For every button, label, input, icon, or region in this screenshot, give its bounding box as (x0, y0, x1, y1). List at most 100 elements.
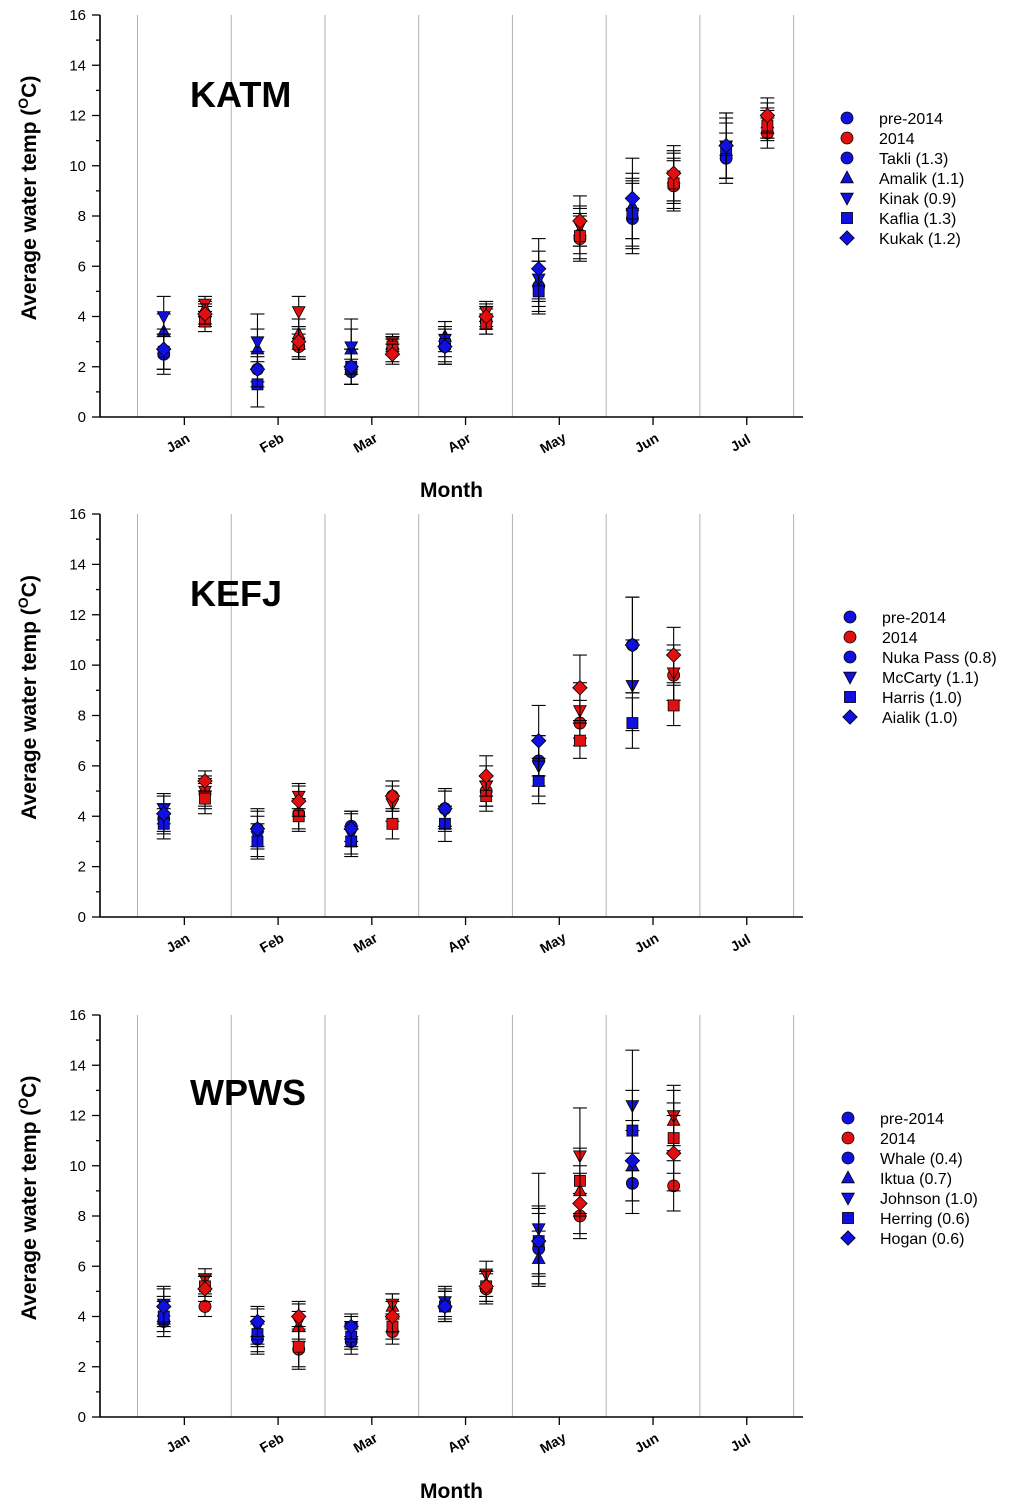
y-tick-label: 16 (69, 7, 86, 24)
data-point-hogan-pre2014 (624, 1152, 641, 1169)
data-point-kinak-pre2014 (250, 336, 265, 350)
data-point-hogan-y2014 (197, 1281, 213, 1297)
y-tick-label: 8 (78, 208, 86, 225)
x-tick-label: Jun (632, 1430, 662, 1456)
data-point-kukak-y2014 (759, 107, 776, 124)
legend-label: 2014 (882, 630, 918, 647)
x-axis-title: Month (420, 479, 483, 502)
y-tick-label: 6 (78, 258, 86, 275)
y-tick-label: 12 (69, 108, 86, 125)
data-point-hogan-y2014 (665, 1145, 682, 1161)
legend-marker (839, 230, 855, 246)
chart-panel-wpws: 0 2 4 6 8 10 12 14 16 Jan Feb Mar Apr May Jun Jul Averag… (15, 1007, 978, 1503)
legend-marker (840, 1230, 856, 1246)
data-point-kukak-pre2014 (343, 358, 359, 375)
legend-marker (841, 1111, 855, 1125)
legend-marker (842, 709, 858, 725)
legend-label: 2014 (879, 131, 915, 148)
y-axis-title: Average water temp (OC) (15, 575, 41, 820)
x-tick-label: May (537, 929, 569, 957)
legend-label: Herring (0.6) (880, 1211, 970, 1228)
legend-label: Amalik (1.1) (879, 171, 964, 188)
data-point-aialik-y2014 (478, 768, 494, 784)
legend-label: Nuka Pass (0.8) (882, 650, 997, 667)
data-point-harris-y2014 (199, 792, 211, 805)
legend-label: Iktua (0.7) (880, 1171, 952, 1188)
data-point-hogan-y2014 (384, 1308, 401, 1325)
data-point-hogan-pre2014 (343, 1318, 359, 1335)
legend-label: Aialik (1.0) (882, 710, 958, 727)
y-axis-title: Average water temp (OC) (15, 1076, 41, 1321)
y-tick-label: 10 (69, 1158, 86, 1175)
legend-label: Hogan (0.6) (880, 1231, 965, 1248)
legend-label: Johnson (1.0) (880, 1191, 978, 1208)
data-point-aialik-y2014 (572, 680, 588, 696)
x-tick-label: Jun (632, 930, 662, 956)
y-tick-label: 14 (69, 1057, 86, 1074)
legend-marker (843, 650, 857, 664)
data-point-kukak-pre2014 (624, 190, 641, 207)
x-axis-title: Month (420, 1480, 483, 1503)
legend-marker (841, 1151, 855, 1165)
x-tick-label: Jan (163, 930, 192, 956)
panel-title: KEFJ (190, 573, 282, 614)
data-point-harris-pre2014 (626, 717, 639, 729)
legend-label: Whale (0.4) (880, 1151, 963, 1168)
data-point-aialik-pre2014 (624, 637, 641, 653)
data-point-aialik-pre2014 (249, 821, 266, 837)
data-point-aialik-pre2014 (155, 805, 172, 822)
data-point-kukak-pre2014 (530, 260, 547, 277)
legend-label: Kaflia (1.3) (879, 211, 956, 228)
data-point-hogan-pre2014 (249, 1313, 266, 1330)
x-tick-label: Apr (445, 429, 474, 455)
data-point-hogan-y2014 (572, 1195, 588, 1212)
y-tick-label: 6 (78, 1258, 86, 1275)
y-tick-label: 8 (78, 1208, 86, 1225)
data-point-aialik-pre2014 (343, 821, 359, 837)
data-point-hogan-pre2014 (530, 1233, 547, 1249)
data-point-aialik-pre2014 (530, 732, 547, 749)
y-tick-label: 12 (69, 1108, 86, 1125)
y-tick-label: 10 (69, 657, 86, 674)
data-point-kukak-pre2014 (249, 361, 266, 378)
data-point-kukak-y2014 (478, 308, 494, 325)
x-tick-label: Mar (351, 429, 381, 456)
legend-marker (843, 630, 857, 644)
data-point-aialik-pre2014 (437, 800, 453, 817)
data-point-kukak-y2014 (665, 165, 682, 182)
legend-marker (840, 131, 854, 145)
legend-marker (840, 111, 854, 125)
legend-label: pre-2014 (880, 1111, 944, 1128)
legend-label: Harris (1.0) (882, 690, 962, 707)
x-tick-label: Jul (727, 931, 753, 955)
legend-label: pre-2014 (882, 610, 946, 627)
data-point-harris-y2014 (386, 817, 399, 830)
y-tick-label: 4 (78, 808, 86, 825)
data-point-aialik-y2014 (290, 793, 307, 809)
y-tick-label: 10 (69, 158, 86, 175)
x-tick-label: Apr (445, 1429, 474, 1455)
y-tick-label: 0 (78, 909, 86, 926)
legend-marker (841, 1192, 855, 1206)
data-point-kukak-pre2014 (718, 137, 734, 154)
data-point-harris-y2014 (667, 699, 680, 712)
x-tick-label: Jun (632, 430, 662, 456)
legend-label: Kukak (1.2) (879, 231, 961, 248)
y-tick-label: 0 (78, 1409, 86, 1426)
legend-label: pre-2014 (879, 111, 943, 128)
data-point-aialik-y2014 (384, 788, 401, 804)
legend-marker (843, 671, 857, 685)
legend-marker (840, 170, 854, 184)
chart-panel-kefj: 0 2 4 6 8 10 12 14 16 Jan Feb Mar Apr May Jun Jul Averag… (15, 506, 997, 956)
panel-title: WPWS (190, 1072, 306, 1113)
data-point-kinak-y2014 (291, 306, 306, 320)
legend-label: Kinak (0.9) (879, 191, 956, 208)
data-point-hogan-pre2014 (155, 1298, 172, 1315)
legend-marker (841, 1170, 855, 1184)
y-tick-label: 14 (69, 556, 86, 573)
legend-label: 2014 (880, 1131, 916, 1148)
panel-title: KATM (190, 74, 291, 115)
y-tick-label: 16 (69, 506, 86, 523)
data-point-hogan-pre2014 (437, 1298, 453, 1315)
